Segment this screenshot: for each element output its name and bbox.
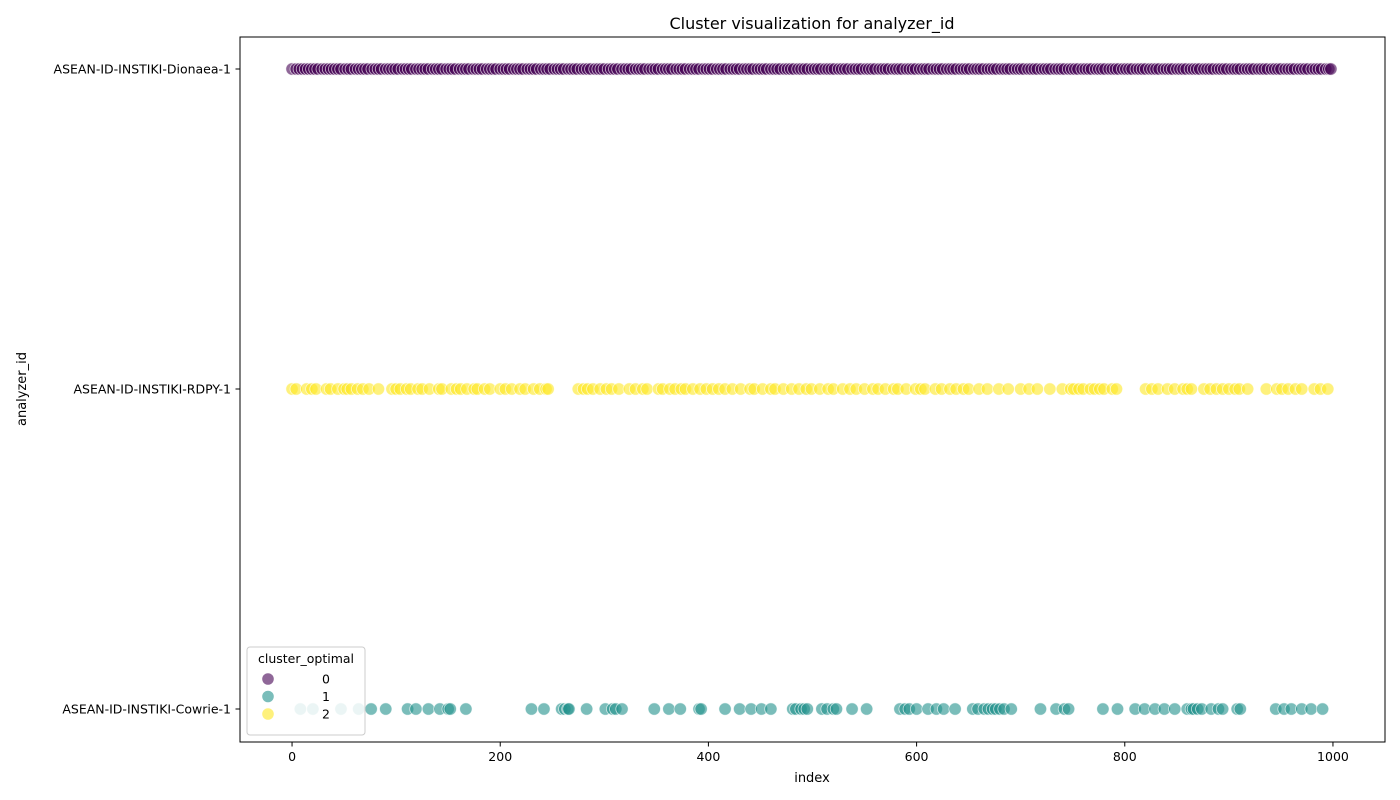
- data-point: [764, 702, 778, 716]
- points-layer: [285, 62, 1338, 716]
- data-point: [541, 382, 555, 396]
- data-point: [1033, 702, 1048, 716]
- data-point: [524, 702, 539, 716]
- x-axis-label: index: [794, 771, 830, 786]
- data-point: [580, 702, 594, 716]
- data-point: [980, 382, 994, 396]
- data-point: [948, 702, 962, 716]
- data-point: [694, 702, 708, 716]
- legend-frame: [246, 646, 366, 736]
- data-point: [409, 702, 423, 716]
- legend-entries: 0 1 2: [261, 672, 330, 722]
- data-point: [459, 702, 473, 716]
- x-tick-label: 600: [905, 749, 929, 764]
- data-point: [829, 702, 844, 716]
- data-point: [718, 702, 732, 716]
- x-tick-label: 200: [488, 749, 512, 764]
- data-point: [733, 702, 747, 716]
- y-tick-label: ASEAN-ID-INSTIKI-Cowrie-1: [62, 702, 231, 717]
- data-point: [647, 702, 661, 716]
- data-point: [371, 382, 386, 396]
- legend-label: 0: [322, 672, 330, 687]
- data-point: [1241, 382, 1255, 396]
- y-tick-label: ASEAN-ID-INSTIKI-RDPY-1: [74, 382, 232, 397]
- series-cluster-0: [285, 62, 1338, 76]
- series-cluster-1: [293, 702, 1330, 716]
- data-point: [443, 702, 457, 716]
- data-point: [1295, 382, 1309, 396]
- data-point: [937, 702, 951, 716]
- data-point: [1096, 702, 1110, 716]
- data-point: [1043, 382, 1057, 396]
- data-point: [1110, 702, 1125, 716]
- data-point: [1233, 702, 1247, 716]
- legend-label: 1: [322, 689, 330, 704]
- data-point: [1216, 702, 1230, 716]
- data-point: [1315, 702, 1330, 716]
- x-tick-label: 400: [696, 749, 720, 764]
- data-point: [364, 702, 378, 716]
- data-point: [1004, 702, 1018, 716]
- data-point: [860, 702, 874, 716]
- data-point: [1321, 382, 1335, 396]
- data-point: [537, 702, 551, 716]
- data-point: [1001, 382, 1015, 396]
- legend-marker: [261, 707, 275, 721]
- data-point: [640, 382, 654, 396]
- x-tick-label: 1000: [1317, 749, 1349, 764]
- data-point: [673, 702, 687, 716]
- data-point: [379, 702, 393, 716]
- series-cluster-2: [285, 382, 1335, 396]
- data-point: [662, 702, 676, 716]
- data-point: [1304, 702, 1318, 716]
- data-point: [615, 702, 629, 716]
- data-point: [562, 702, 576, 716]
- data-point: [845, 702, 859, 716]
- data-point: [800, 702, 814, 716]
- y-axis-label: analyzer_id: [15, 352, 30, 426]
- data-point: [1324, 62, 1338, 76]
- x-tick-label: 0: [288, 749, 296, 764]
- y-tick-label: ASEAN-ID-INSTIKI-Dionaea-1: [54, 62, 231, 77]
- data-point: [421, 702, 435, 716]
- x-axis-ticks: 0 200 400 600 800 1000: [288, 742, 1349, 764]
- x-tick-label: 800: [1113, 749, 1137, 764]
- legend-marker: [261, 689, 275, 704]
- data-point: [909, 702, 924, 716]
- data-point: [1184, 382, 1198, 396]
- data-point: [1109, 382, 1124, 396]
- legend: cluster_optimal 0 1 2: [246, 646, 366, 736]
- data-point: [1061, 702, 1076, 716]
- y-axis-ticks: ASEAN-ID-INSTIKI-Dionaea-1 ASEAN-ID-INSTI…: [54, 62, 240, 717]
- data-point: [1168, 702, 1182, 716]
- legend-label: 2: [322, 707, 330, 722]
- legend-marker: [261, 672, 275, 686]
- data-point: [1030, 382, 1044, 396]
- chart-title: Cluster visualization for analyzer_id: [669, 14, 954, 34]
- legend-title: cluster_optimal: [258, 651, 354, 666]
